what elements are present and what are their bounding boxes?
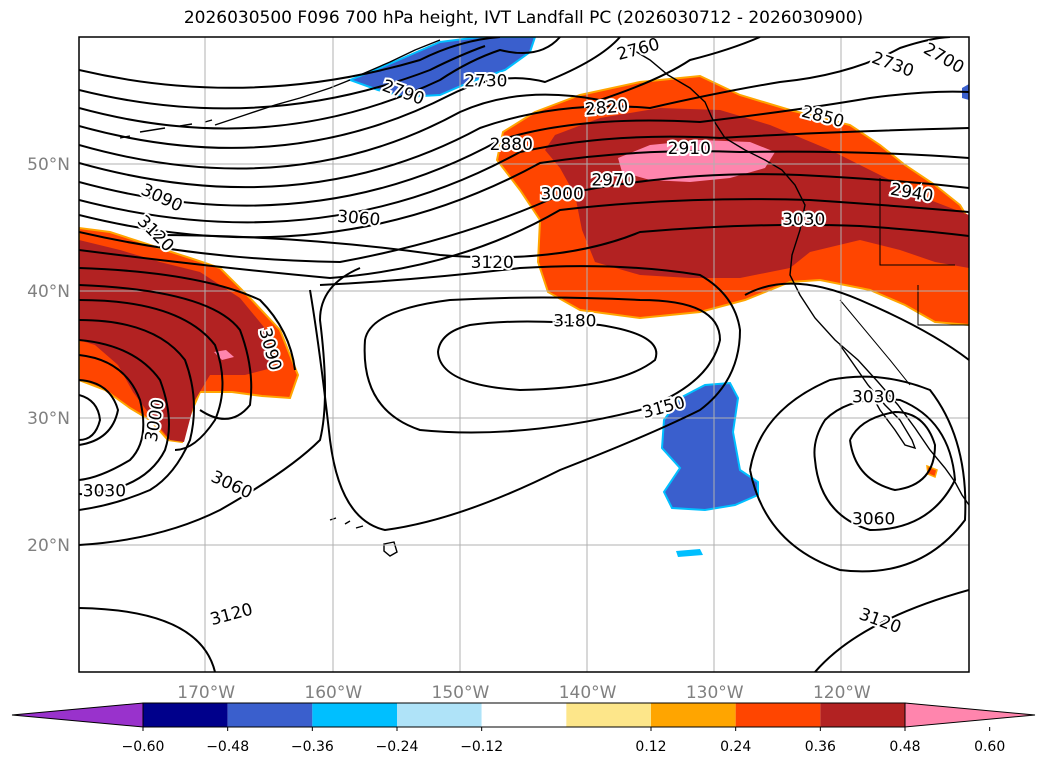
height-contour bbox=[749, 375, 967, 573]
contour-label: 3030 bbox=[852, 388, 895, 408]
height-contour bbox=[814, 589, 969, 672]
contour-label: 3060 bbox=[852, 510, 895, 530]
colorbar-outline bbox=[142, 702, 906, 728]
height-contour bbox=[79, 198, 969, 280]
colorbar-segment bbox=[312, 703, 397, 727]
contour-label: 3060 bbox=[208, 467, 256, 503]
contour-label: 3030 bbox=[782, 210, 825, 230]
contour-label: 2760 bbox=[615, 34, 662, 65]
height-contour bbox=[79, 150, 969, 239]
height-contour bbox=[309, 265, 742, 532]
colorbar-tick-label: −0.24 bbox=[376, 739, 419, 755]
height-contour bbox=[149, 223, 969, 259]
latitude-tick-label: 30°N bbox=[27, 409, 70, 429]
colorbar-segment bbox=[143, 703, 228, 727]
latitude-tick-label: 40°N bbox=[27, 282, 70, 302]
height-contour bbox=[813, 398, 957, 532]
colorbar-segment bbox=[566, 703, 651, 727]
hawaii-islands bbox=[329, 517, 398, 557]
height-contour bbox=[79, 267, 296, 371]
contour-label: 2730 bbox=[464, 71, 507, 91]
coastline-north-america bbox=[629, 47, 969, 506]
longitude-tick-label: 140°W bbox=[559, 683, 617, 703]
contour-label: 3060 bbox=[336, 207, 381, 231]
colorbar-segment bbox=[481, 703, 567, 727]
ivt-negative-small bbox=[676, 549, 703, 557]
ivt-plume-northeast-peak bbox=[618, 140, 775, 182]
height-contour bbox=[79, 173, 969, 264]
latitude-tick-label: 20°N bbox=[27, 536, 70, 556]
contour-label: 2880 bbox=[490, 135, 533, 155]
colorbar: −0.60 −0.48 −0.36 −0.24 −0.12 0.12 0.24 0.36 0.4… bbox=[11, 702, 1036, 755]
contour-label: 2730 bbox=[869, 48, 916, 82]
height-contour bbox=[744, 282, 969, 361]
height-contour bbox=[79, 354, 145, 481]
latitude-tick-label: 50°N bbox=[27, 155, 70, 175]
contour-label: 2910 bbox=[668, 139, 711, 159]
colorbar-tick-label: 0.48 bbox=[889, 739, 920, 755]
contour-label: 3030 bbox=[83, 482, 126, 502]
colorbar-segment bbox=[651, 703, 736, 727]
longitude-tick-labels: 170°W 160°W 150°W 140°W 130°W 120°W bbox=[177, 683, 871, 703]
height-contour bbox=[79, 37, 501, 89]
height-contour bbox=[79, 607, 216, 672]
colorbar-tick-label: −0.48 bbox=[206, 739, 249, 755]
contour-label: 2820 bbox=[584, 96, 629, 120]
height-contour bbox=[79, 267, 361, 546]
colorbar-tick-label: −0.36 bbox=[291, 739, 334, 755]
contour-label: 3180 bbox=[553, 311, 596, 331]
height-contour bbox=[79, 127, 969, 224]
height-contour bbox=[363, 296, 722, 434]
border-lines bbox=[839, 178, 969, 386]
contour-label: 3120 bbox=[208, 600, 255, 631]
aleutian-islands bbox=[119, 119, 213, 139]
height-contour bbox=[436, 320, 658, 392]
longitude-tick-label: 170°W bbox=[177, 683, 235, 703]
contour-label: 3090 bbox=[138, 180, 186, 216]
height-contour bbox=[79, 299, 224, 451]
colorbar-tick-label: 0.36 bbox=[805, 739, 836, 755]
colorbar-tick-label: 0.24 bbox=[720, 739, 751, 755]
height-contour bbox=[79, 37, 621, 149]
ivt-negative-subtropical bbox=[660, 381, 759, 512]
colorbar-tick-label: 0.60 bbox=[974, 739, 1005, 755]
height-contour bbox=[79, 37, 951, 189]
height-contour bbox=[79, 394, 102, 441]
colorbar-segment bbox=[820, 703, 905, 727]
colorbar-segment bbox=[227, 703, 313, 727]
map-frame bbox=[78, 36, 970, 673]
page-title: 2026030500 F096 700 hPa height, IVT Land… bbox=[183, 8, 864, 28]
contour-label: 2700 bbox=[920, 39, 967, 78]
longitude-tick-label: 160°W bbox=[304, 683, 362, 703]
height-contour bbox=[79, 339, 170, 496]
colorbar-segment bbox=[735, 703, 821, 727]
height-contour bbox=[79, 319, 195, 511]
ivt-plume-west-peak bbox=[214, 350, 234, 360]
latitude-tick-labels: 20°N 30°N 40°N 50°N bbox=[27, 155, 70, 556]
height-contour bbox=[849, 410, 937, 492]
contour-label: 3120 bbox=[471, 253, 514, 273]
colorbar-segment bbox=[397, 703, 482, 727]
height-contour bbox=[79, 37, 561, 130]
height-contours bbox=[79, 37, 969, 672]
contour-label: 3000 bbox=[541, 184, 584, 204]
colorbar-extend-high bbox=[904, 702, 1036, 728]
height-contour bbox=[79, 284, 253, 420]
longitude-tick-label: 130°W bbox=[686, 683, 744, 703]
colorbar-tick-label: 0.12 bbox=[635, 739, 666, 755]
height-contour bbox=[79, 90, 969, 207]
colorbar-tick-label: −0.60 bbox=[122, 739, 165, 755]
height-contour bbox=[79, 379, 120, 446]
colorbar-extend-low bbox=[11, 702, 144, 728]
colorbar-tick-label: −0.12 bbox=[460, 739, 503, 755]
contour-label: 2970 bbox=[591, 171, 634, 191]
height-contour bbox=[79, 45, 486, 110]
height-contour bbox=[79, 37, 761, 170]
longitude-tick-label: 120°W bbox=[813, 683, 871, 703]
longitude-tick-label: 150°W bbox=[432, 683, 490, 703]
